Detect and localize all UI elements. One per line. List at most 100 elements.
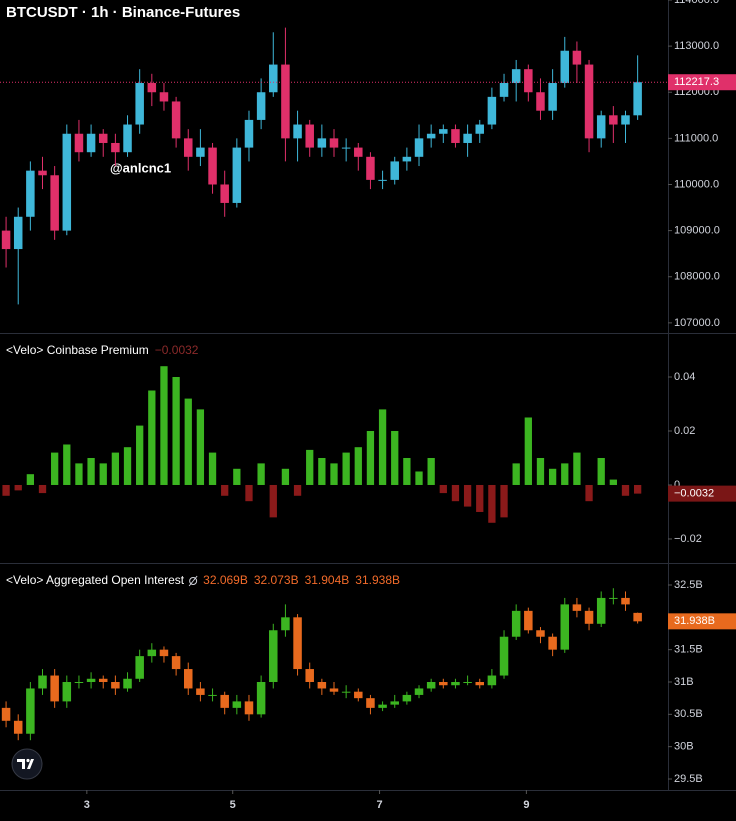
y-tick-label: 0.02 [674,425,695,437]
candle-body [499,83,509,97]
x-tick-label: 9 [523,799,529,811]
candle-body [38,675,47,689]
bar [439,484,447,494]
bar [342,452,350,485]
bar [366,430,375,485]
logo-mark[interactable] [17,759,34,769]
candle-body [184,138,193,157]
bar [233,468,241,485]
bar [427,457,435,485]
candle-body [463,133,472,143]
last-value-label: 112217.3 [674,76,719,88]
candle-body [305,124,314,148]
candle-body [584,64,594,139]
bar [621,484,630,496]
y-tick-label: 30.5B [674,708,703,720]
candle-body [596,115,606,139]
candle-body [621,597,630,605]
bar [257,463,265,485]
candle-body [511,610,521,637]
y-tick-label: 0 [674,479,680,491]
bar [123,447,132,485]
candle-body [390,701,399,705]
last-value-badge [668,613,736,630]
candle-body [609,115,618,125]
candle-body [439,129,448,134]
bar [63,444,71,485]
candle-body [414,138,424,157]
icon-circle [189,577,198,585]
bar [318,457,326,485]
last-value-badge [668,74,736,91]
candle-body [269,630,278,682]
candle-body [426,133,436,139]
logo-circle[interactable] [11,748,43,780]
candle-body [548,636,557,650]
candle-body [74,133,84,153]
candle-body [62,681,72,702]
candle-body [621,115,630,125]
candle-body [98,678,108,682]
icon-slash [188,575,198,587]
bar [500,484,508,518]
candle-body [13,216,23,250]
y-tick-label: 110000.0 [674,178,719,190]
candle-body [159,649,169,657]
candle-body [256,92,266,120]
pane-value: 32.069B [203,573,248,587]
candle-body [426,681,436,689]
candle-body [1,230,11,250]
plot-area [2,366,642,523]
candle-body [111,681,120,689]
candle-body [329,138,339,148]
bar [245,484,253,502]
pane-title: <Velo> Coinbase Premium [6,343,149,357]
bar [51,452,59,485]
bar [75,463,83,485]
bar [208,452,217,485]
logo-dot[interactable] [26,758,30,763]
bar [160,366,168,485]
bar [512,463,520,485]
bar [573,452,581,485]
candle-body [596,597,606,624]
bar [354,447,362,485]
bar [281,468,290,485]
candle-body [536,630,545,637]
candle-body [147,83,157,93]
candle-body [123,678,132,689]
bar [87,457,95,485]
bar [99,463,107,485]
candle-body [26,170,35,217]
candle-body [111,142,120,153]
candle-body [548,83,557,111]
candle-body [256,681,266,715]
y-tick-label: 111000.0 [674,132,718,144]
bar [293,484,302,496]
candle-body [354,691,363,699]
candle-body [317,681,327,689]
y-tick-label: 32.5B [674,579,703,591]
candle-body [293,124,302,139]
candle-body [402,156,412,162]
tradingview-logo[interactable] [11,748,43,780]
candle-body [633,612,642,622]
candle-body [487,675,497,686]
candle-body [293,617,302,670]
candle-body [281,617,290,631]
candle-body [171,656,181,670]
y-tick-label: 0.04 [674,371,695,383]
candle-body [317,138,327,148]
plot-area [1,27,642,305]
candle-body [135,656,144,679]
candle-body [1,707,11,721]
candle-body [584,610,594,624]
bar [14,484,22,491]
x-tick-label: 5 [230,799,236,811]
candle-body [196,688,205,695]
candle-body [244,119,254,148]
candle-body [366,698,375,708]
pane-value: 32.073B [254,573,299,587]
bar [269,484,277,518]
